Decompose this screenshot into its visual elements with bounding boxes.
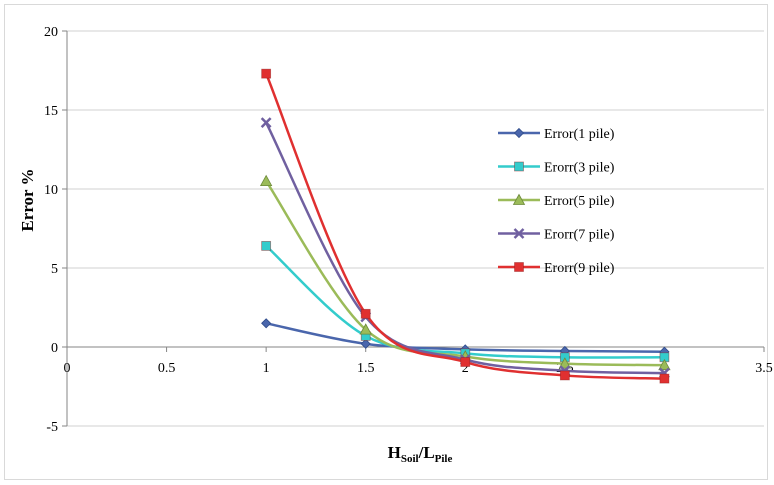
legend-label: Erorr(3 pile) (544, 161, 615, 176)
y-tick-label: 20 (44, 25, 58, 40)
data-point (360, 308, 371, 319)
legend-marker (514, 161, 524, 172)
series-line (264, 73, 665, 380)
x-tick-label: 3.5 (755, 361, 773, 376)
data-point (659, 373, 670, 384)
legend-label: Error(1 pile) (544, 127, 615, 142)
x-tick-label: 0.5 (158, 361, 176, 376)
series-2 (261, 240, 670, 363)
series-4 (260, 117, 670, 379)
legend-marker (513, 228, 525, 239)
legend-marker (513, 127, 525, 139)
y-tick-label: 5 (51, 262, 58, 277)
legend-label: Erorr(9 pile) (544, 261, 615, 276)
x-tick-label: 0 (64, 361, 71, 376)
data-point (359, 323, 372, 335)
x-tick-label: 1 (263, 361, 270, 376)
legend-marker (512, 193, 526, 205)
x-tick-label: 1.5 (357, 361, 375, 376)
legend: Error(1 pile) Erorr(3 pile) Error(5 pile) E… (498, 127, 615, 276)
y-tick-label: 15 (44, 104, 58, 119)
data-point (558, 357, 572, 369)
legend-entry: Erorr(3 pile) (498, 161, 615, 176)
legend-entry: Erorr(7 pile) (498, 228, 615, 243)
y-tick-label: -5 (46, 420, 58, 435)
data-point (259, 174, 273, 187)
series-line (265, 122, 665, 375)
y-tick-label: 10 (44, 183, 58, 198)
legend-label: Error(5 pile) (544, 194, 615, 209)
legend-marker (514, 262, 524, 272)
data-point (658, 358, 671, 371)
legend-entry: Error(1 pile) (498, 127, 615, 142)
data-point (261, 68, 272, 79)
x-tick-label: 2 (462, 361, 469, 376)
plot-area (259, 68, 671, 384)
series-line (265, 180, 665, 367)
x-axis-title: HSoil/LPile (388, 443, 453, 465)
data-point (260, 117, 272, 129)
data-point (261, 318, 272, 329)
chart-frame (4, 4, 768, 480)
series-5 (261, 68, 670, 384)
data-point (460, 357, 471, 367)
data-point (261, 240, 272, 251)
data-point (559, 370, 570, 381)
data-point (360, 338, 371, 349)
y-tick-label: 0 (51, 341, 58, 356)
legend-entry: Erorr(9 pile) (498, 261, 615, 276)
gridlines (67, 30, 764, 427)
y-axis-title: Error % (18, 168, 37, 231)
legend-entry: Error(5 pile) (498, 193, 615, 209)
legend-label: Erorr(7 pile) (544, 228, 615, 243)
